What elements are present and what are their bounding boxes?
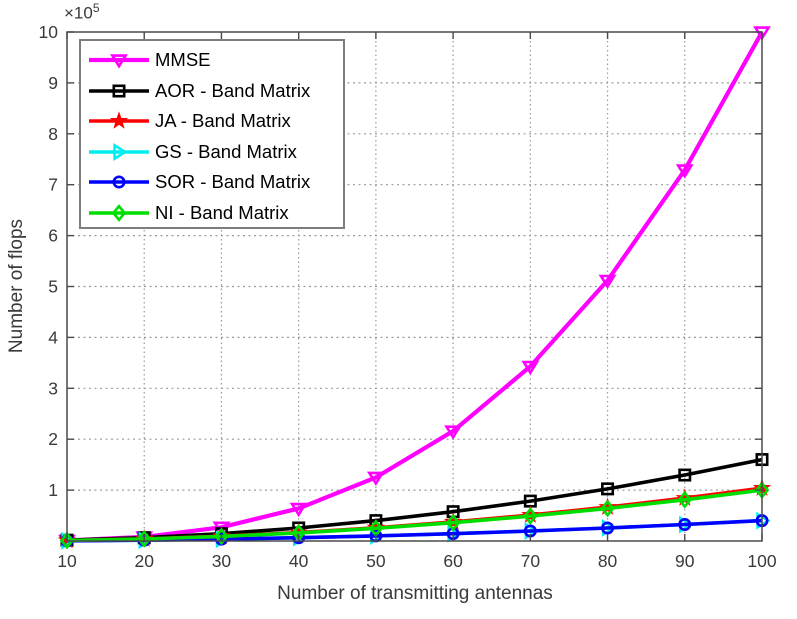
y-tick-label: 5 (48, 277, 58, 297)
x-tick-label: 20 (134, 551, 154, 571)
diamond-marker (445, 513, 461, 532)
x-tick-label: 40 (289, 551, 309, 571)
y-tick-label: 6 (48, 226, 58, 246)
x-tick-label: 30 (212, 551, 232, 571)
legend-sample-line (89, 142, 149, 161)
circle-marker (112, 175, 126, 189)
legend-label: AOR - Band Matrix (155, 79, 311, 101)
legend-label: MMSE (155, 49, 211, 71)
axes (66, 31, 763, 542)
y-multiplier-exponent: 5 (92, 1, 100, 15)
x-tick-label: 70 (521, 551, 541, 571)
legend-label: JA - Band Matrix (155, 110, 291, 132)
triangle-down-marker (598, 274, 617, 290)
series-line (66, 518, 763, 543)
triangle-down-marker (289, 502, 308, 518)
data-series (57, 26, 772, 550)
series-gs (61, 511, 771, 550)
series-ni (59, 481, 770, 550)
x-tick-label: 50 (366, 551, 386, 571)
x-tick-label: 90 (675, 551, 695, 571)
triangle-down-marker (444, 425, 463, 440)
series-line (66, 30, 764, 543)
y-tick-label: 2 (48, 429, 58, 449)
y-tick-label: 10 (39, 22, 59, 42)
y-tick-label: 9 (48, 73, 58, 93)
y-tick-label: 4 (48, 327, 58, 347)
legend-item-sor: SOR - Band Matrix (87, 167, 343, 198)
legend-label: SOR - Band Matrix (155, 171, 311, 193)
legend-item-gs: GS - Band Matrix (87, 137, 343, 168)
tick-labels: 10 20 30 40 50 60 70 80 90 100 1 2 3 4 5 6 7 8 9 10 (39, 22, 777, 571)
legend-item-mmse: MMSE (87, 45, 343, 76)
y-axis-multiplier: ×105 (64, 1, 100, 24)
circle-marker (678, 518, 692, 532)
x-tick-label: 60 (443, 551, 463, 571)
square-marker (112, 84, 126, 98)
square-marker (601, 482, 615, 496)
legend-item-ni: NI - Band Matrix (87, 198, 343, 229)
triangle-down-marker (110, 54, 128, 69)
y-tick-label: 3 (48, 378, 58, 398)
diamond-marker (59, 531, 75, 550)
x-tick-label: 80 (598, 551, 618, 571)
x-tick-label: 100 (747, 551, 776, 571)
triangle-down-marker (753, 26, 771, 41)
diamond-marker (136, 530, 152, 548)
x-tick-label: 10 (57, 551, 77, 571)
legend-sample-line (89, 203, 149, 222)
y-axis-label: Number of flops (6, 218, 27, 354)
legend-sample-line (89, 84, 149, 98)
legend-sample-line (89, 54, 149, 69)
pentagram-marker (109, 111, 129, 130)
x-axis-label: Number of transmitting antennas (277, 583, 553, 604)
legend-item-aor: AOR - Band Matrix (87, 76, 343, 107)
circle-marker (601, 521, 615, 535)
series-line (66, 488, 763, 543)
triangle-down-marker (675, 164, 694, 179)
diamond-marker (600, 499, 615, 518)
diamond-marker (677, 490, 693, 509)
square-marker (678, 468, 692, 482)
diamond-marker (523, 507, 538, 525)
diamond-marker (214, 527, 229, 546)
triangle-down-marker (366, 471, 385, 487)
y-tick-label: 7 (48, 175, 58, 195)
triangle-down-marker (521, 360, 540, 376)
legend-label: NI - Band Matrix (155, 201, 289, 223)
legend-sample-line (89, 175, 149, 189)
y-multiplier-base: ×10 (64, 3, 93, 23)
legend-sample-line (89, 111, 149, 130)
triangle-right-marker (113, 142, 128, 161)
legend: MMSE AOR - Band Matrix JA - Band Matrix GS … (79, 39, 345, 229)
series-line (66, 457, 763, 542)
legend-label: GS - Band Matrix (155, 140, 297, 162)
legend-item-ja: JA - Band Matrix (87, 106, 343, 137)
y-tick-label: 1 (48, 480, 58, 500)
y-tick-label: 8 (48, 124, 58, 144)
diamond-marker (111, 203, 127, 222)
